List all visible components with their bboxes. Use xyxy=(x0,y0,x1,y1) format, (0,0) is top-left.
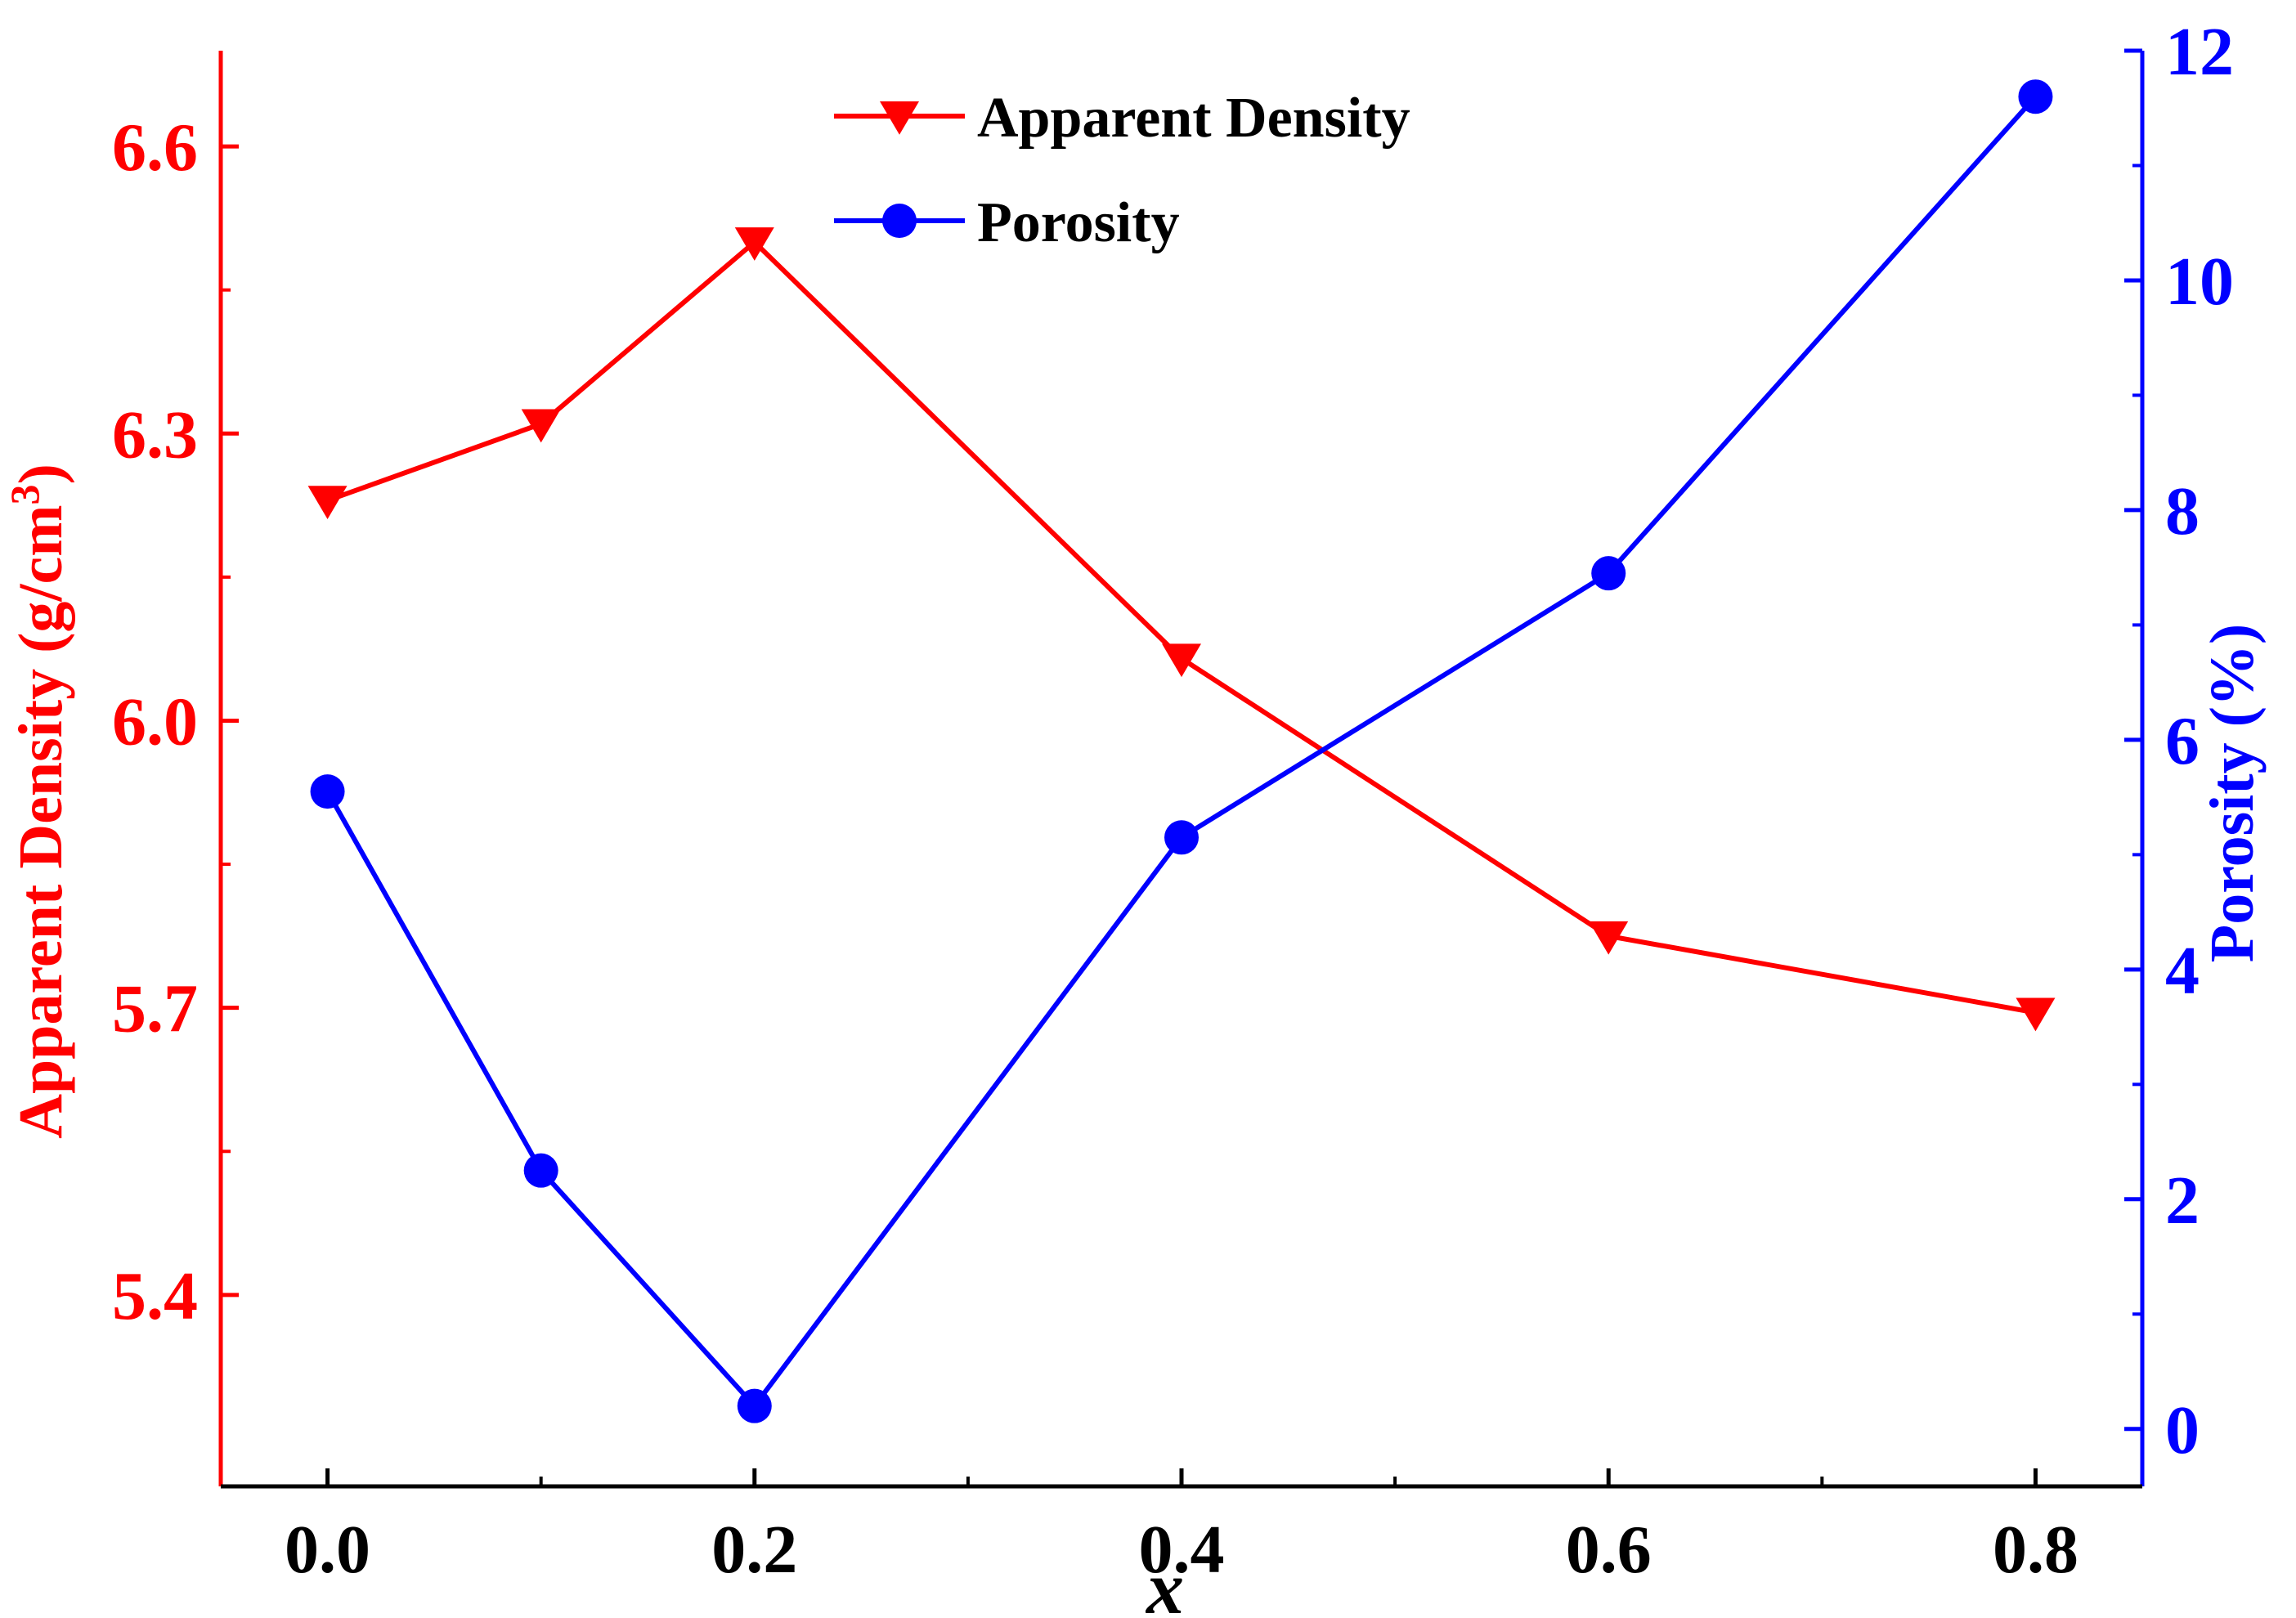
y-right-tick-label: 6 xyxy=(2165,703,2200,779)
y-right-tick-label: 12 xyxy=(2165,14,2234,90)
x-tick-label: 0.4 xyxy=(1139,1512,1225,1588)
data-point xyxy=(1591,556,1626,591)
y-right-tick-label: 4 xyxy=(2165,933,2200,1009)
data-point xyxy=(307,486,348,520)
y-left-tick-label: 5.7 xyxy=(112,971,198,1047)
series-porosity xyxy=(310,79,2053,1423)
y-right-axis-title: Porosity (%) xyxy=(2198,624,2267,962)
legend-item: Porosity xyxy=(834,191,1180,254)
data-point xyxy=(521,409,561,443)
legend-label: Porosity xyxy=(977,191,1180,254)
legend: Apparent Density Porosity xyxy=(834,87,1410,254)
legend-label: Apparent Density xyxy=(977,87,1410,150)
data-point xyxy=(2018,79,2053,114)
series-line xyxy=(325,95,2038,1409)
y-right-tick-label: 0 xyxy=(2165,1392,2200,1468)
axes: 0.0 0.2 0.4 0.6 0.8 x 5.4 5.7 6.0 6.3 6.6 Apparent … xyxy=(2,14,2267,1618)
data-point xyxy=(2016,997,2056,1032)
y-right-tick-label: 8 xyxy=(2165,473,2200,549)
data-point xyxy=(523,1153,558,1188)
y-left-axis-title-main: Apparent Density (g/cm xyxy=(7,504,75,1138)
y-left-tick-label: 5.4 xyxy=(112,1258,198,1334)
data-point xyxy=(734,227,774,261)
y-right-tick-label: 10 xyxy=(2165,244,2234,320)
data-point xyxy=(310,774,345,809)
legend-item: Apparent Density xyxy=(834,87,1410,150)
y-left-tick-label: 6.3 xyxy=(112,397,198,473)
y-left-axis-title-close: ) xyxy=(7,464,75,484)
series-layer xyxy=(307,79,2056,1423)
data-point xyxy=(1164,820,1199,855)
data-point xyxy=(737,1388,772,1423)
series-apparent-density xyxy=(307,227,2056,1032)
y-right-tick-label: 2 xyxy=(2165,1163,2200,1239)
series-line xyxy=(326,240,2036,1015)
x-tick-label: 0.0 xyxy=(285,1512,370,1588)
y-left-tick-label: 6.6 xyxy=(112,110,198,186)
y-left-axis-title: Apparent Density (g/cm3) xyxy=(2,464,75,1139)
legend-marker xyxy=(882,204,917,238)
y-left-axis-title-sup: 3 xyxy=(2,484,47,504)
y-left-tick-label: 6.0 xyxy=(112,684,198,760)
x-axis-title: x xyxy=(1145,1546,1184,1618)
legend-marker xyxy=(880,101,919,135)
data-point xyxy=(1162,643,1201,678)
data-point xyxy=(1589,921,1629,955)
x-tick-label: 0.8 xyxy=(1993,1512,2079,1588)
x-tick-label: 0.6 xyxy=(1566,1512,1652,1588)
x-tick-label: 0.2 xyxy=(711,1512,797,1588)
